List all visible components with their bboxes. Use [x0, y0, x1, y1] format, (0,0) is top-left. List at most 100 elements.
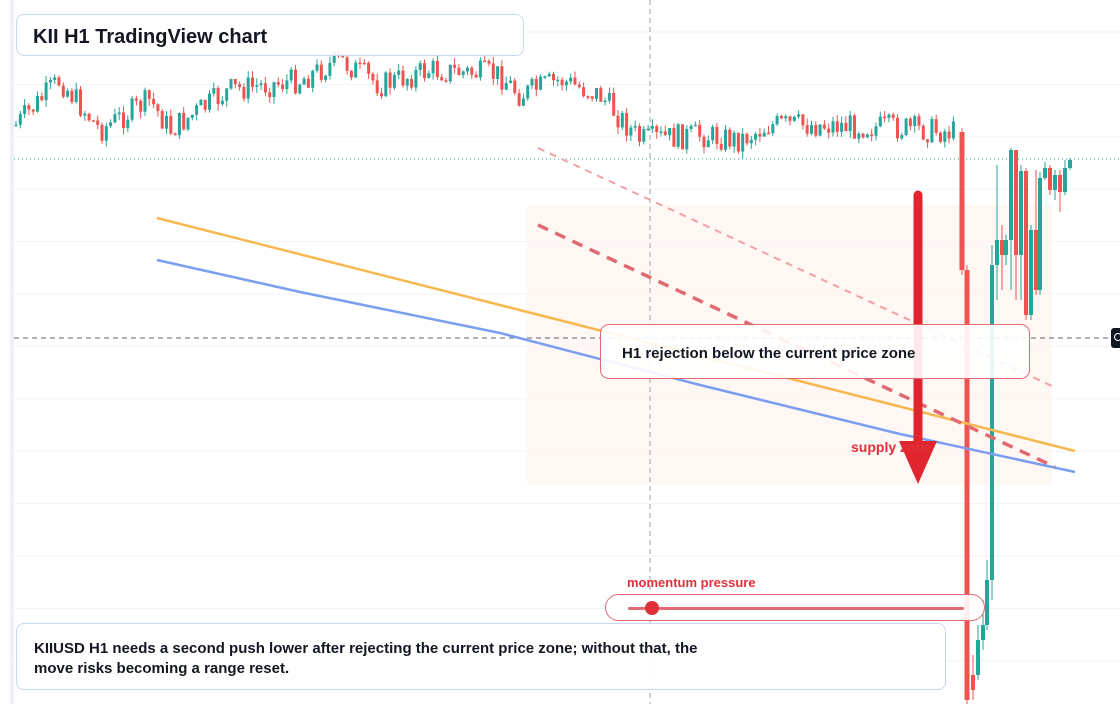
momentum-gauge-knob[interactable]: [644, 601, 659, 615]
candle-body: [728, 129, 732, 147]
candle-body: [625, 113, 629, 136]
candle-body: [509, 80, 512, 84]
candle-body: [921, 125, 925, 140]
candle-body: [349, 70, 353, 78]
candle-body: [883, 116, 887, 119]
candle-body: [865, 134, 869, 138]
candle-body: [225, 88, 229, 101]
candles: [14, 49, 1072, 704]
candle-body: [126, 119, 130, 129]
rejection-callout: H1 rejection below the current price zon…: [600, 324, 1030, 379]
candle-body: [272, 82, 276, 98]
candle-body: [526, 85, 530, 99]
candle-body: [711, 126, 715, 141]
candle-body: [44, 82, 48, 101]
candle-body: [1029, 230, 1033, 315]
candle-body: [874, 126, 878, 136]
candle-body: [289, 69, 293, 81]
candle-body: [754, 133, 758, 140]
candle-body: [573, 77, 577, 85]
candle-body: [797, 114, 801, 117]
candle-body: [521, 98, 525, 106]
candle-body: [242, 87, 246, 99]
candle-body: [590, 96, 594, 99]
candle-body: [27, 105, 31, 110]
candle-body: [659, 131, 663, 133]
candle-body: [302, 78, 306, 85]
candle-body: [358, 62, 362, 65]
candle-body: [904, 118, 908, 135]
candle-body: [788, 116, 792, 121]
candle-body: [539, 76, 543, 90]
candle-body: [169, 115, 173, 134]
candle-body: [939, 132, 942, 142]
candle-body: [951, 121, 955, 139]
candle-body: [732, 132, 736, 147]
candle-body: [887, 114, 891, 118]
candle-body: [861, 133, 865, 138]
candle-body: [418, 63, 422, 70]
supply-zone-label: supply zone: [851, 439, 932, 455]
candle-body: [190, 114, 194, 118]
candle-body: [1043, 168, 1047, 178]
candle-body: [1038, 178, 1042, 290]
candle-body: [771, 124, 775, 134]
candle-body: [36, 96, 39, 112]
down-arrow-head: [899, 441, 937, 484]
candle-body: [844, 122, 848, 132]
candle-body: [629, 127, 633, 136]
candle-body: [388, 72, 392, 88]
candle-body: [689, 125, 693, 129]
candle-body: [964, 270, 970, 700]
candle-body: [328, 62, 332, 76]
candle-body: [423, 63, 426, 78]
candle-body: [461, 71, 465, 76]
candle-body: [870, 134, 874, 136]
candle-body: [276, 82, 280, 85]
candle-body: [448, 64, 452, 82]
candle-body: [263, 83, 267, 93]
candle-body: [810, 125, 813, 134]
candle-body: [53, 77, 57, 80]
candle-body: [246, 77, 250, 99]
candle-body: [362, 62, 366, 65]
candle-body: [976, 640, 980, 675]
candle-body: [530, 78, 534, 86]
candle-body: [414, 69, 418, 88]
candle-body: [620, 113, 624, 128]
candle-body: [134, 98, 138, 101]
candle-body: [504, 83, 508, 90]
candle-body: [14, 124, 18, 127]
candle-body: [1004, 240, 1008, 255]
candle-body: [195, 105, 199, 115]
candle-body: [848, 115, 852, 132]
candle-body: [48, 79, 52, 83]
candle-body: [220, 100, 224, 105]
price-scale-marker[interactable]: [1111, 328, 1120, 348]
candle-body: [599, 88, 603, 102]
candle-body: [285, 80, 289, 90]
candle-body: [255, 85, 259, 87]
candle-body: [474, 74, 478, 78]
candle-body: [543, 76, 547, 78]
candle-body: [470, 67, 474, 75]
candle-body: [1024, 171, 1028, 315]
candle-body: [1068, 160, 1072, 168]
candle-body: [410, 79, 414, 88]
momentum-gauge: [605, 594, 985, 621]
candle-body: [216, 88, 220, 105]
candle-body: [491, 63, 495, 79]
candle-body: [182, 112, 186, 130]
candle-body: [835, 121, 839, 132]
candle-body: [971, 675, 975, 690]
candle-body: [122, 112, 125, 129]
candle-body: [767, 132, 770, 135]
candle-body: [995, 240, 999, 265]
candle-body: [1048, 168, 1052, 190]
momentum-label: momentum pressure: [627, 575, 756, 590]
candle-body: [487, 61, 491, 64]
rejection-callout-text: H1 rejection below the current price zon…: [622, 345, 916, 362]
candle-body: [840, 122, 844, 132]
candle-body: [354, 62, 358, 78]
candle-body: [758, 133, 762, 137]
